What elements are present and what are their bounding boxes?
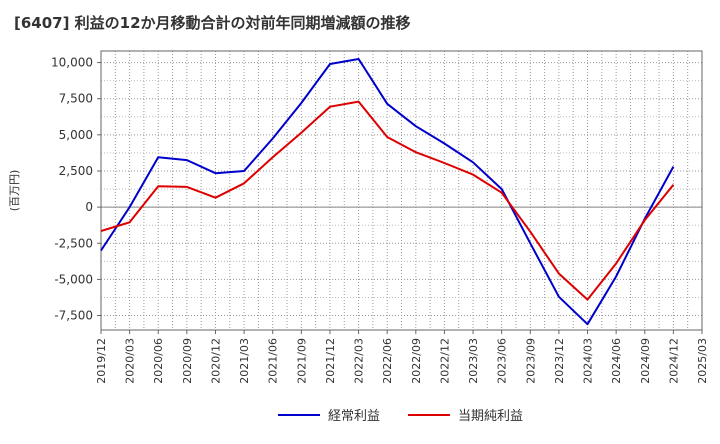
y-axis-label: (百万円) [8, 170, 21, 212]
legend-label: 経常利益 [328, 409, 380, 424]
chart-title: [6407] 利益の12か月移動合計の対前年同期増減額の推移 [14, 14, 411, 32]
y-tick-label: -7,500 [54, 309, 93, 323]
x-tick-label: 2023/12 [553, 338, 566, 384]
x-tick-label: 2023/03 [467, 338, 480, 384]
x-tick-label: 2023/06 [496, 338, 509, 384]
x-tick-label: 2021/09 [295, 338, 308, 384]
y-tick-label: 7,500 [59, 92, 93, 106]
y-tick-label: 5,000 [59, 128, 93, 142]
legend-label: 当期純利益 [458, 409, 523, 424]
plot-area [101, 51, 702, 330]
y-tick-label: 10,000 [51, 56, 93, 70]
y-tick-label: -5,000 [54, 272, 93, 286]
y-tick-label: 0 [85, 200, 93, 214]
x-tick-label: 2022/09 [410, 338, 423, 384]
x-tick-label: 2021/06 [267, 338, 280, 384]
x-tick-label: 2022/06 [381, 338, 394, 384]
x-tick-label: 2020/06 [152, 338, 165, 384]
x-tick-label: 2024/12 [667, 338, 680, 384]
x-tick-label: 2020/09 [181, 338, 194, 384]
y-tick-label: 2,500 [59, 164, 93, 178]
x-tick-label: 2024/03 [582, 338, 595, 384]
x-tick-label: 2022/12 [438, 338, 451, 384]
x-tick-label: 2022/03 [353, 338, 366, 384]
x-tick-label: 2024/06 [610, 338, 623, 384]
x-tick-label: 2025/03 [696, 338, 709, 384]
series-line-toki-jun-rieki [100, 100, 675, 301]
x-tick-label: 2021/12 [324, 338, 337, 384]
x-tick-label: 2020/03 [124, 338, 137, 384]
x-tick-label: 2023/09 [524, 338, 537, 384]
x-tick-label: 2020/12 [209, 338, 222, 384]
x-tick-label: 2019/12 [95, 338, 108, 384]
plot-border [100, 50, 703, 331]
x-tick-label: 2024/09 [639, 338, 652, 384]
series-line-keijo-rieki [100, 58, 675, 326]
y-tick-label: -2,500 [54, 236, 93, 250]
x-tick-label: 2021/03 [238, 338, 251, 384]
